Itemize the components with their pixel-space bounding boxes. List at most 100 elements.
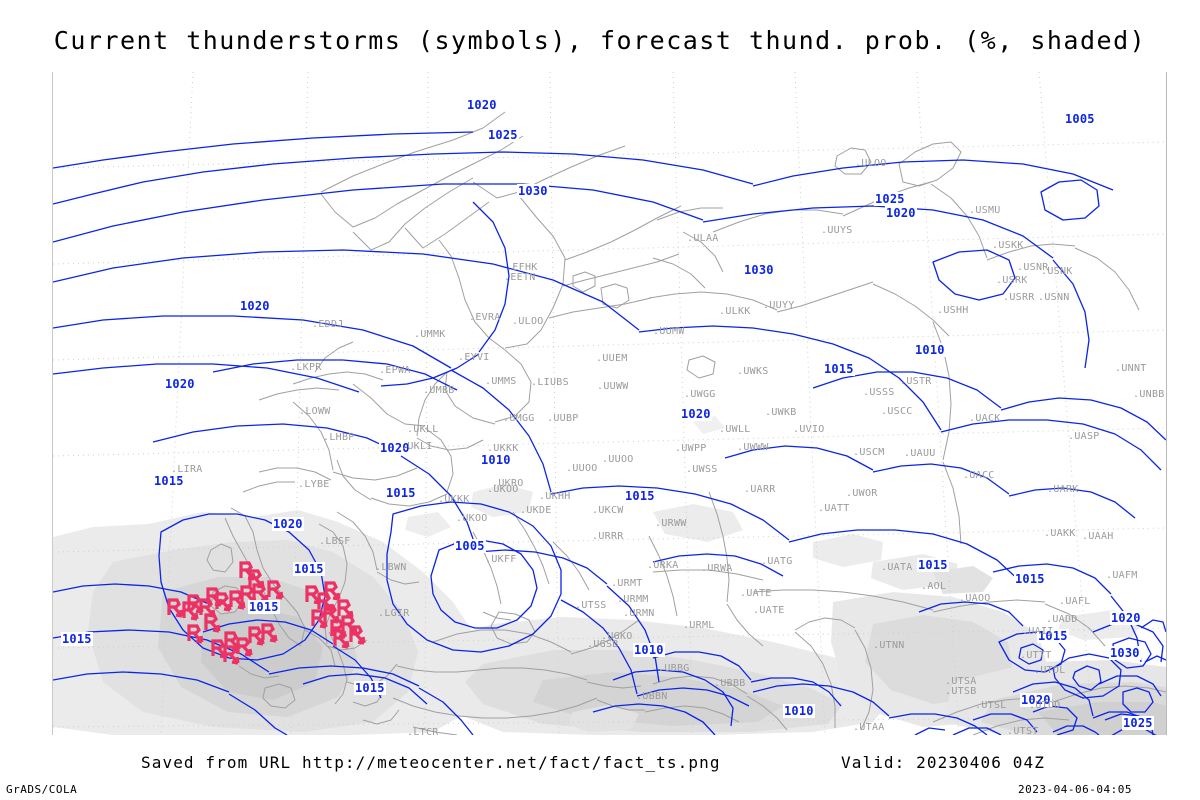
station-label: .UTNN bbox=[873, 640, 905, 651]
station-label: .UWWW bbox=[737, 442, 769, 453]
thunderstorm-symbol bbox=[224, 631, 241, 651]
station-label: .LOWW bbox=[299, 406, 331, 417]
station-label: .UVIO bbox=[793, 424, 825, 435]
isobar-label: 1015 bbox=[624, 489, 656, 503]
isobar-label: 1020 bbox=[164, 377, 196, 391]
isobar-label: 1015 bbox=[1037, 629, 1069, 643]
station-label: .UNBB bbox=[1133, 389, 1165, 400]
isobar-label: 1015 bbox=[248, 600, 280, 614]
thunderstorm-symbol bbox=[223, 645, 240, 665]
station-label: .UATG bbox=[761, 556, 793, 567]
station-label: .URWW bbox=[655, 518, 687, 529]
station-label: .LKPR bbox=[290, 362, 322, 373]
station-label: .UATA bbox=[881, 562, 913, 573]
isobar-label: 1030 bbox=[1109, 646, 1141, 660]
station-label: .UUOO bbox=[566, 463, 598, 474]
station-label: .UATE bbox=[740, 588, 772, 599]
station-label: .UTTT bbox=[1020, 650, 1052, 661]
page-title: Current thunderstorms (symbols), forecas… bbox=[53, 26, 1147, 55]
station-label: .UAUU bbox=[904, 448, 936, 459]
thunderstorm-symbol bbox=[323, 604, 340, 624]
station-label: .UUBP bbox=[547, 413, 579, 424]
isobar-label: 1015 bbox=[1014, 572, 1046, 586]
station-label: .UUOO bbox=[602, 454, 634, 465]
station-label: .UTDD bbox=[1029, 700, 1061, 711]
station-label: .UTDL bbox=[1034, 665, 1066, 676]
station-label: .EPWA bbox=[379, 365, 411, 376]
station-label: .UUEM bbox=[596, 353, 628, 364]
isobar-label: 1025 bbox=[874, 192, 906, 206]
station-label: .UAOO bbox=[959, 593, 991, 604]
isobar-label: 1025 bbox=[487, 128, 519, 142]
station-label: .URRR bbox=[592, 531, 624, 542]
station-label: .UKCW bbox=[592, 505, 624, 516]
station-label: .UTST bbox=[1007, 726, 1039, 735]
station-label: .UAFL bbox=[1059, 596, 1091, 607]
thunderstorm-symbol bbox=[167, 598, 184, 618]
thunderstorm-symbol bbox=[324, 581, 341, 601]
thunderstorm-symbol bbox=[204, 613, 221, 633]
station-label: .USMU bbox=[969, 205, 1001, 216]
station-label: .UATE bbox=[753, 605, 785, 616]
isobar-label: 1020 bbox=[1110, 611, 1142, 625]
station-label: .USNN bbox=[1038, 292, 1070, 303]
station-label: .UTSA bbox=[945, 676, 977, 687]
station-label: .UKRO bbox=[492, 478, 524, 489]
isobar-label: 1005 bbox=[454, 539, 486, 553]
thunderstorm-symbol bbox=[248, 569, 265, 589]
producer-text: GrADS/COLA bbox=[6, 783, 78, 796]
isobar-label: 1010 bbox=[480, 453, 512, 467]
isobar-label: 1020 bbox=[239, 299, 271, 313]
station-label: .UARK bbox=[1047, 484, 1079, 495]
saved-from-url-text: Saved from URL http://meteocenter.net/fa… bbox=[141, 753, 721, 772]
isobar-label: 1020 bbox=[466, 98, 498, 112]
station-label: .UACC bbox=[963, 470, 995, 481]
station-label: .URML bbox=[683, 620, 715, 631]
station-label: .UACK bbox=[969, 413, 1001, 424]
thunderstorm-symbol bbox=[236, 637, 253, 657]
weather-map[interactable]: 1020 1025 1030 1025 1020 1005 1030 1010 1020 1020… bbox=[52, 72, 1167, 735]
thunderstorm-symbol bbox=[211, 639, 228, 659]
station-label: .UKFF bbox=[485, 554, 517, 565]
isobar-label: 1030 bbox=[743, 263, 775, 277]
station-label: .EYVI bbox=[458, 352, 490, 363]
station-label: .UMBB bbox=[423, 385, 455, 396]
station-label: .UASP bbox=[1068, 431, 1100, 442]
thunderstorm-symbol bbox=[333, 629, 350, 649]
station-label: .UAKK bbox=[1044, 528, 1076, 539]
station-label: .UKOO bbox=[456, 513, 488, 524]
thunderstorm-symbol-layer bbox=[167, 561, 366, 665]
isobar-label: 1015 bbox=[823, 362, 855, 376]
station-label: .UKLI bbox=[401, 441, 433, 452]
thunderstorm-symbol bbox=[267, 580, 284, 600]
isobar-label: 1020 bbox=[379, 441, 411, 455]
station-label: .UKDE bbox=[520, 505, 552, 516]
station-label: .USRK bbox=[996, 275, 1028, 286]
thunderstorm-symbol bbox=[252, 583, 269, 603]
station-label: .EDDJ bbox=[312, 319, 344, 330]
isobar-label: 1015 bbox=[153, 474, 185, 488]
isobar-label: 1005 bbox=[1064, 112, 1096, 126]
station-label: .LHBP bbox=[323, 432, 355, 443]
isobar-label: 1025 bbox=[1122, 716, 1154, 730]
station-label: .UTSB bbox=[945, 686, 977, 697]
station-label: .URMM bbox=[617, 594, 649, 605]
station-label: .USRR bbox=[1003, 292, 1035, 303]
isobar-label: 1015 bbox=[354, 681, 386, 695]
coastlines bbox=[206, 111, 1166, 735]
station-label: .UBBB bbox=[714, 678, 746, 689]
station-label: .UKOO bbox=[487, 484, 519, 495]
station-label: .UAII bbox=[1022, 626, 1054, 637]
station-label: .UARR bbox=[744, 484, 776, 495]
isobar-label: 1020 bbox=[885, 206, 917, 220]
station-label: .USNK bbox=[1041, 266, 1073, 277]
station-label: .LYBE bbox=[298, 479, 330, 490]
station-label: .URKA bbox=[647, 560, 679, 571]
station-label: .ULKK bbox=[719, 306, 751, 317]
station-label: .EVRA bbox=[469, 312, 501, 323]
station-label: .UMMS bbox=[485, 376, 517, 387]
station-label: .UATT bbox=[818, 503, 850, 514]
station-label: .UMMK bbox=[414, 329, 446, 340]
station-label: .ULAA bbox=[687, 233, 719, 244]
